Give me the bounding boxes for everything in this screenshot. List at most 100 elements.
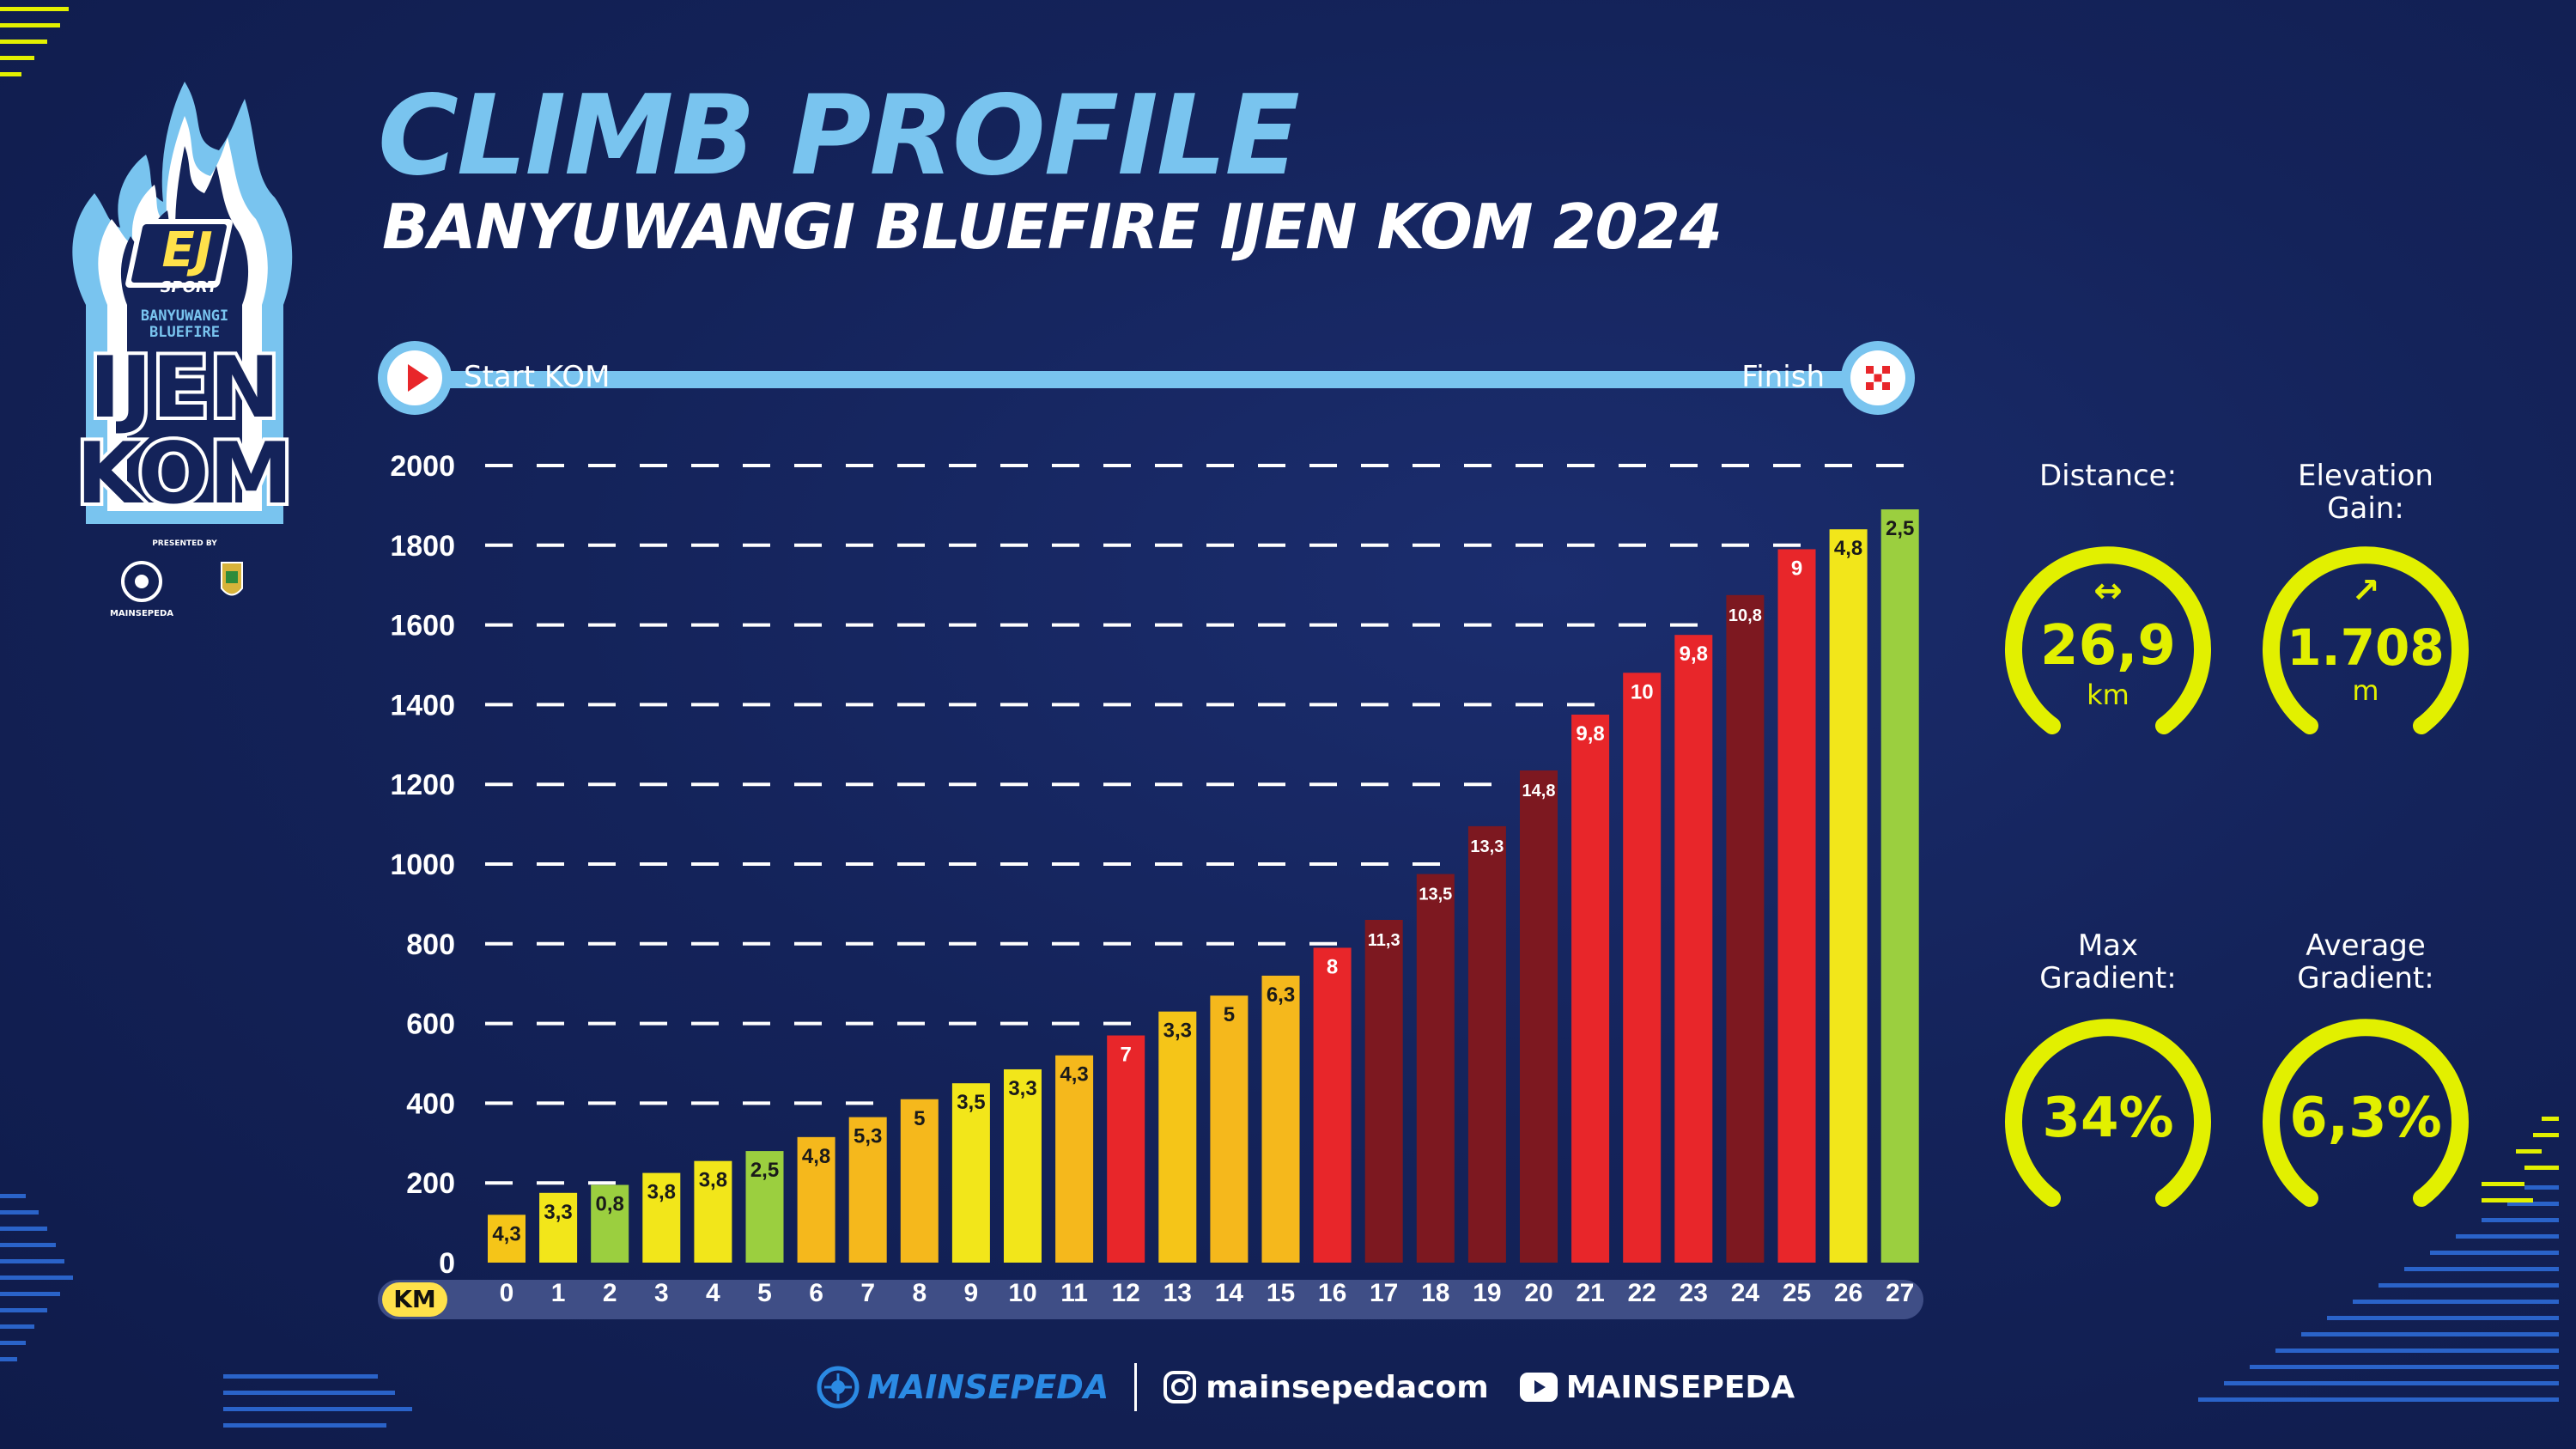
bar-km-21	[1571, 715, 1610, 1263]
bar-km-22	[1623, 673, 1662, 1263]
bar-km-2	[591, 1184, 629, 1263]
logo-brand-sub: SPORT	[161, 278, 220, 296]
max-gradient-gauge	[2005, 1019, 2211, 1207]
checkered-flag-icon	[1866, 366, 1890, 390]
bar-km-13	[1158, 1011, 1197, 1263]
max-gradient-label-line2: Gradient:	[2039, 961, 2177, 995]
flame-logo-graphic: EJ SPORT BANYUWANGI BLUEFIRE IJEN KOM PR…	[72, 82, 296, 618]
x-tick-label: 6	[809, 1279, 823, 1307]
x-tick-label: 8	[912, 1279, 927, 1307]
bar-gradient-label: 9,8	[1576, 722, 1604, 746]
elevation-label-line1: Elevation	[2298, 459, 2433, 493]
bar-km-5	[745, 1151, 784, 1263]
footer: MAINSEPEDA mainsepedacom MAINSEPEDA	[816, 1361, 1795, 1413]
bar-gradient-label: 11,3	[1368, 931, 1400, 950]
x-tick-label: 25	[1783, 1279, 1811, 1307]
bar-km-24	[1726, 594, 1765, 1263]
bar-km-8	[900, 1099, 939, 1263]
elevation-label-line2: Gain:	[2327, 491, 2404, 526]
x-tick-label: 4	[706, 1279, 720, 1307]
decor-stripes-bottom-right-yellow	[2198, 1117, 2559, 1215]
bar-gradient-label: 4,3	[492, 1222, 520, 1245]
x-tick-label: 9	[964, 1279, 979, 1307]
x-tick-label: 13	[1163, 1279, 1192, 1307]
bar-km-20	[1520, 770, 1558, 1263]
bar-gradient-label: 5,3	[854, 1125, 882, 1148]
bar-gradient-label: 3,8	[699, 1169, 727, 1192]
y-tick-label: 1400	[390, 689, 455, 721]
bar-gradient-label: 8	[1327, 955, 1338, 978]
start-label: Start KOM	[464, 360, 611, 394]
x-tick-label: 3	[654, 1279, 669, 1307]
y-tick-label: 1200	[390, 769, 455, 801]
start-marker	[378, 341, 452, 415]
x-tick-label: 17	[1370, 1279, 1398, 1307]
decor-stripes-top-left	[0, 7, 69, 88]
stat-distance: Distance:	[1996, 460, 2220, 492]
x-tick-label: 27	[1886, 1279, 1914, 1307]
x-tick-label: 1	[551, 1279, 566, 1307]
y-tick-label: 1600	[390, 610, 455, 642]
bar-km-7	[848, 1117, 887, 1263]
route-progress-bar: Start KOM Finish	[378, 341, 1915, 418]
footer-youtube[interactable]: MAINSEPEDA	[1519, 1369, 1795, 1405]
bar-km-3	[642, 1172, 681, 1263]
bar-km-17	[1364, 919, 1403, 1263]
footer-brand[interactable]: MAINSEPEDA	[816, 1365, 1109, 1409]
x-tick-label: 0	[500, 1279, 514, 1307]
x-tick-label: 10	[1008, 1279, 1036, 1307]
y-tick-label: 800	[406, 928, 455, 961]
decor-stripes-bottom-right	[2198, 1185, 2559, 1414]
avg-gradient-label-line1: Average	[2306, 928, 2426, 963]
bar-km-27	[1880, 509, 1919, 1263]
bar-gradient-label: 3,3	[544, 1201, 572, 1224]
event-logo: EJ SPORT BANYUWANGI BLUEFIRE IJEN KOM PR…	[60, 82, 309, 640]
y-tick-label: 1800	[390, 530, 455, 563]
decor-stripes-bottom-left-lower	[223, 1374, 412, 1440]
instagram-icon	[1163, 1371, 1197, 1403]
x-tick-label: 18	[1421, 1279, 1449, 1307]
mainsepeda-emblem-icon	[121, 561, 162, 602]
max-gradient-value: 34%	[2042, 1087, 2174, 1150]
stat-elevation: Elevation Gain:	[2254, 460, 2477, 525]
bar-gradient-label: 6,3	[1267, 983, 1295, 1007]
elevation-unit: m	[2352, 674, 2379, 707]
route-line	[429, 371, 1863, 388]
x-tick-label: 21	[1576, 1279, 1604, 1307]
bar-gradient-label: 3,8	[647, 1181, 676, 1204]
logo-word1: IJEN	[89, 339, 280, 437]
bar-km-18	[1416, 874, 1455, 1263]
bar-km-6	[797, 1136, 835, 1263]
avg-gradient-value: 6,3%	[2289, 1087, 2442, 1150]
x-tick-label: 26	[1834, 1279, 1862, 1307]
y-tick-label: 400	[406, 1087, 455, 1120]
y-tick-label: 200	[406, 1167, 455, 1200]
page-title: CLIMB PROFILE	[378, 72, 1300, 200]
bar-km-12	[1107, 1035, 1145, 1263]
x-tick-label: 14	[1215, 1279, 1244, 1307]
bar-gradient-label: 10,8	[1728, 606, 1762, 625]
stat-max-gradient: Max Gradient:	[1996, 929, 2220, 995]
bar-km-1	[539, 1192, 578, 1263]
stat-avg-gradient: Average Gradient:	[2254, 929, 2477, 995]
bar-gradient-label: 7	[1121, 1044, 1132, 1067]
logo-sponsor: MAINSEPEDA	[110, 609, 173, 618]
bar-km-10	[1004, 1068, 1042, 1263]
bar-gradient-label: 2,5	[750, 1159, 779, 1182]
distance-gauge	[2005, 546, 2211, 734]
bar-gradient-label: 5	[1224, 1003, 1235, 1026]
bar-km-26	[1829, 529, 1868, 1263]
bar-gradient-label: 3,5	[957, 1091, 985, 1114]
km-axis-label: KM	[382, 1282, 447, 1317]
logo-line2: BLUEFIRE	[149, 324, 220, 341]
footer-youtube-channel: MAINSEPEDA	[1565, 1369, 1795, 1405]
footer-instagram[interactable]: mainsepedacom	[1163, 1370, 1489, 1405]
elevation-value: 1.708	[2287, 618, 2445, 677]
logo-word2: KOM	[76, 425, 293, 523]
bar-gradient-label: 3,3	[1008, 1077, 1036, 1100]
climb-profile-chart: 02004006008001000120014001600180020004,3…	[390, 450, 1924, 1307]
bar-gradient-label: 13,5	[1419, 886, 1452, 904]
avg-gradient-gauge	[2263, 1019, 2469, 1207]
double-arrow-icon: ↔	[2093, 571, 2123, 611]
bar-gradient-label: 10	[1631, 680, 1654, 703]
